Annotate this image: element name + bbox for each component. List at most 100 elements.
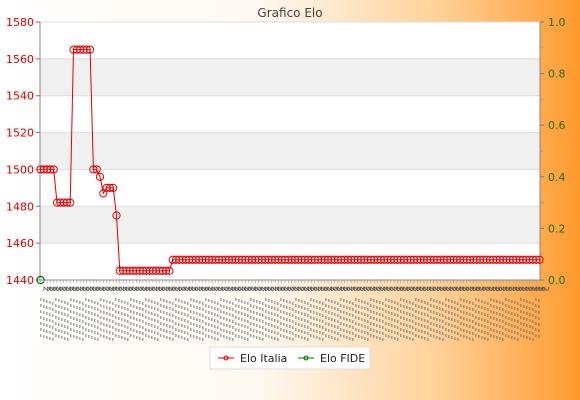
x-label-glyph: [529, 331, 531, 334]
x-label-glyph: [283, 329, 285, 332]
x-label-glyph: [487, 302, 489, 305]
x-label-glyph: [97, 338, 99, 341]
x-label-glyph: [496, 330, 498, 333]
x-label-glyph: [193, 311, 195, 314]
x-label-glyph: [115, 328, 117, 331]
x-tick-label: 2: [434, 286, 444, 292]
x-label-glyph: [247, 314, 249, 317]
x-label-glyph: [178, 329, 180, 332]
x-label-glyph: [109, 307, 111, 310]
x-label-glyph: [217, 332, 219, 335]
x-label-glyph: [295, 328, 297, 331]
x-label-glyph: [79, 319, 81, 322]
x-label-glyph: [211, 312, 213, 315]
point-elo-italia: [185, 255, 194, 264]
x-label-glyph: [169, 307, 171, 310]
x-label-glyph: [58, 323, 60, 326]
x-label-glyph: [457, 332, 459, 335]
x-label-glyph: [265, 322, 267, 325]
x-label-glyph: [79, 325, 81, 328]
point-elo-italia: [426, 255, 435, 264]
x-tick-label: 2: [275, 286, 285, 292]
x-tick-label: 2: [126, 286, 136, 292]
x-label-glyph: [241, 324, 243, 327]
x-label-glyph: [466, 318, 468, 321]
point-elo-italia: [343, 255, 352, 264]
point-elo-italia: [214, 255, 224, 264]
x-tick-label: 2: [358, 286, 368, 292]
x-label-glyph: [529, 301, 531, 304]
x-label-glyph: [145, 304, 147, 307]
x-label-glyph: [490, 322, 492, 325]
x-label-glyph: [214, 301, 216, 304]
x-label-glyph: [478, 305, 480, 308]
x-label-glyph: [259, 325, 261, 328]
x-label-glyph: [451, 330, 453, 333]
x-label-glyph: [115, 310, 117, 313]
x-label-glyph: [433, 323, 435, 326]
x-label-glyph: [295, 310, 297, 313]
x-label-glyph: [367, 308, 369, 311]
x-label-glyph: [499, 313, 501, 316]
x-label-glyph: [136, 300, 138, 303]
x-label-glyph: [412, 308, 414, 311]
x-label-glyph: [439, 337, 441, 340]
x-label-glyph: [373, 299, 375, 302]
x-label-glyph: [505, 304, 507, 307]
x-label-glyph: [235, 298, 237, 301]
x-label-glyph: [64, 319, 66, 322]
x-label-glyph: [529, 325, 531, 328]
x-label-glyph: [88, 323, 90, 326]
legend-label: Elo FIDE: [320, 352, 365, 365]
x-label-glyph: [493, 317, 495, 320]
point-elo-italia: [52, 198, 62, 207]
x-label-glyph: [205, 334, 207, 337]
x-label-glyph: [511, 318, 513, 321]
point-elo-italia: [287, 255, 296, 264]
x-label-glyph: [85, 298, 87, 301]
x-label-glyph: [484, 337, 486, 340]
x-label-glyph: [271, 318, 273, 321]
point-elo-italia: [363, 255, 372, 264]
x-label-glyph: [49, 313, 51, 316]
x-label-glyph: [421, 336, 423, 339]
x-label-glyph: [499, 337, 501, 340]
x-label-glyph: [505, 328, 507, 331]
x-label-glyph: [376, 318, 378, 321]
x-label-glyph: [85, 304, 87, 307]
point-elo-italia: [148, 266, 157, 275]
x-label-glyph: [460, 328, 462, 331]
point-elo-italia: [102, 183, 111, 192]
x-label-glyph: [274, 307, 276, 310]
x-label-glyph: [301, 324, 303, 327]
x-tick-label: 2: [384, 286, 394, 292]
x-label-glyph: [289, 337, 291, 340]
x-label-glyph: [190, 328, 192, 331]
x-label-glyph: [472, 320, 474, 323]
x-label-glyph: [376, 300, 378, 303]
x-label-glyph: [523, 299, 525, 302]
x-tick-label: 2: [444, 286, 454, 292]
x-tick-label: 2: [97, 286, 107, 292]
x-label-glyph: [427, 326, 429, 329]
x-label-glyph: [352, 320, 354, 323]
x-label-glyph: [424, 307, 426, 310]
point-elo-italia: [138, 266, 148, 275]
x-label-glyph: [223, 329, 225, 332]
x-label-glyph: [370, 316, 372, 319]
x-label-glyph: [97, 326, 99, 329]
x-label-glyph: [154, 313, 156, 316]
x-label-glyph: [325, 310, 327, 313]
x-label-glyph: [127, 338, 129, 341]
x-label-glyph: [250, 316, 252, 319]
x-label-glyph: [490, 310, 492, 313]
x-label-glyph: [175, 310, 177, 313]
x-tick-label: 2: [196, 286, 206, 292]
x-label-glyph: [478, 311, 480, 314]
x-label-glyph: [265, 334, 267, 337]
point-elo-italia: [528, 255, 537, 264]
x-label-glyph: [538, 305, 540, 308]
x-tick-label: 2: [113, 286, 123, 292]
x-label-glyph: [55, 310, 57, 313]
